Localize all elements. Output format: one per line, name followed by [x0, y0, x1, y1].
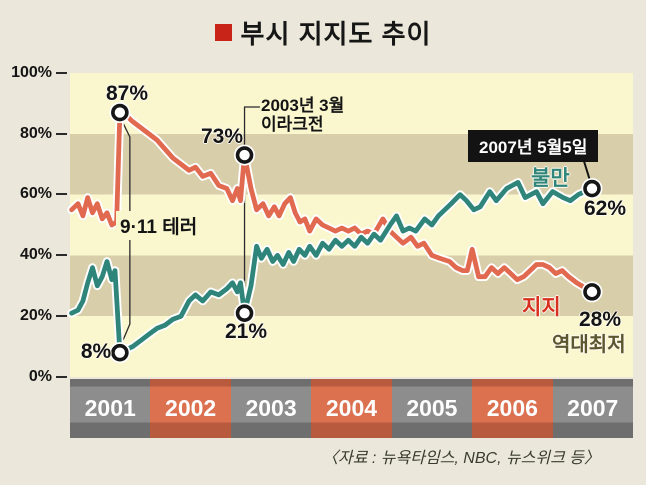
- annotation-approval-peak-73: 73%: [200, 125, 244, 148]
- y-axis-label-100: 100%: [11, 64, 52, 81]
- y-axis-label-0: 0%: [28, 368, 52, 385]
- x-axis-label-2001: 2001: [70, 379, 151, 438]
- annotation-911-terror: 9·11 테러: [116, 211, 202, 240]
- approval-series-label: 지지: [522, 296, 561, 319]
- y-axis-tick: [56, 254, 67, 256]
- annotation-iraq-war-line1: 2003년 3월: [261, 96, 345, 115]
- y-axis-label-40: 40%: [19, 246, 52, 263]
- y-axis-label-60: 60%: [19, 185, 52, 202]
- source-credit: 〈자료 : 뉴욕타임스, NBC, 뉴스위크 등〉: [322, 450, 600, 467]
- x-axis-label-2004: 2004: [311, 379, 392, 438]
- chart-title-row: 부시 지지도 추이: [0, 14, 646, 51]
- y-axis-tick: [56, 193, 67, 195]
- annotation-date-callout-box: 2007년 5월5일: [468, 130, 599, 162]
- red-square-bullet-icon: [214, 24, 232, 41]
- disapproval-series-label: 불만: [531, 167, 570, 190]
- annotation-approval-peak-87: 87%: [105, 82, 149, 105]
- x-axis-label-2005: 2005: [391, 379, 473, 438]
- x-axis-label-2003: 2003: [230, 379, 312, 438]
- y-axis-label-20: 20%: [19, 307, 52, 324]
- y-axis-tick: [56, 315, 67, 317]
- x-axis-year-band: 2001 2002 2003 2004 2005 2006 2007: [70, 379, 633, 438]
- annotation-disapproval-62: 62%: [584, 197, 627, 220]
- x-axis-label-2002: 2002: [150, 379, 231, 438]
- y-axis-label-80: 80%: [19, 125, 52, 142]
- x-axis-label-2006: 2006: [472, 379, 553, 438]
- annotation-approval-28: 28%: [579, 308, 622, 331]
- y-axis-tick: [56, 72, 67, 74]
- annotation-all-time-low: 역대최저: [552, 334, 626, 356]
- annotation-disapproval-low-21: 21%: [224, 320, 268, 343]
- annotation-iraq-war-line2: 이라크전: [261, 115, 324, 134]
- x-axis-label-2007: 2007: [552, 379, 633, 438]
- y-axis-tick: [56, 133, 67, 135]
- annotation-disapproval-low-8: 8%: [80, 340, 112, 363]
- annotation-iraq-war: 2003년 3월 이라크전: [261, 96, 344, 134]
- chart-title: 부시 지지도 추이: [240, 19, 432, 49]
- y-axis-tick: [56, 376, 67, 378]
